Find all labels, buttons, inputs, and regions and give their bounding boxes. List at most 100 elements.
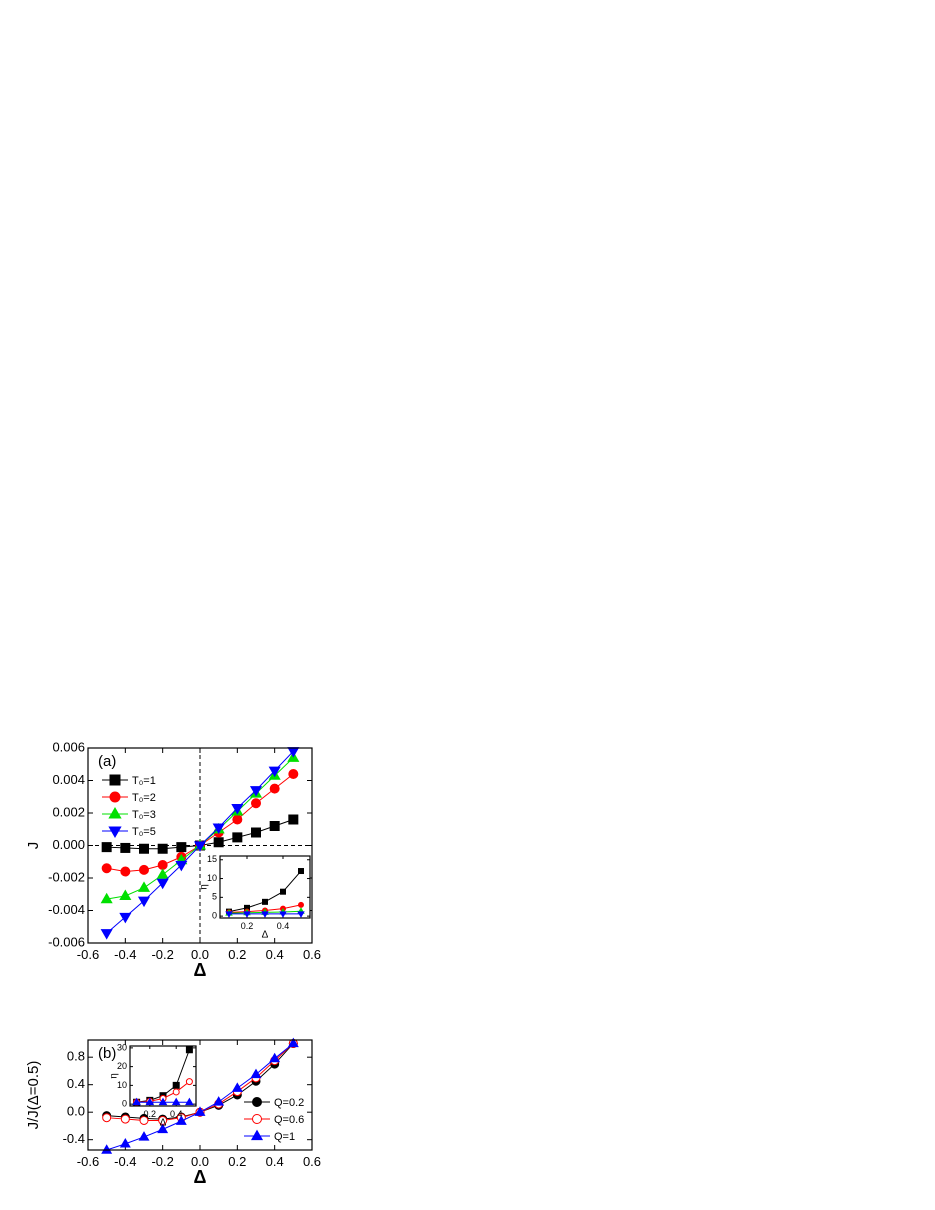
marker (193, 841, 207, 852)
marker (139, 864, 149, 875)
marker (119, 912, 132, 924)
x-tick-label: 0.4 (266, 947, 284, 962)
y-tick-label: 10 (117, 1080, 127, 1090)
y-tick-label: 0.8 (67, 1049, 85, 1064)
x-tick-label: 0.4 (266, 1154, 284, 1169)
axes-frame (87, 747, 313, 944)
marker (109, 791, 121, 803)
legend-label: T₀=3 (132, 809, 156, 821)
marker (109, 774, 121, 786)
x-axis-label: Δ (194, 1167, 207, 1187)
marker (279, 911, 287, 918)
marker (212, 823, 225, 835)
legend-label: T₀=1 (132, 775, 156, 787)
y-tick-label: 0.004 (52, 772, 85, 787)
legend-label: Q=1 (274, 1131, 295, 1143)
x-tick-label: 0.6 (303, 947, 321, 962)
legend-label: T₀=5 (132, 826, 156, 838)
x-axis-label: Δ (262, 930, 269, 941)
marker (251, 827, 261, 838)
y-axis-label: J/J(Δ=0.5) (25, 1061, 42, 1130)
y-tick-label: 0.006 (52, 739, 85, 754)
marker (100, 929, 113, 940)
marker (269, 1052, 281, 1063)
axes-frame (129, 1045, 197, 1107)
x-tick-label: 0.6 (303, 1154, 321, 1169)
marker (288, 814, 299, 825)
y-tick-label: 5 (212, 892, 217, 902)
x-tick-label: 0.0 (191, 947, 209, 962)
marker (252, 1097, 262, 1107)
y-tick-label: -0.4 (63, 1131, 85, 1146)
x-tick-label: 0.4 (170, 1109, 183, 1119)
marker (213, 1096, 225, 1106)
marker (232, 814, 243, 825)
y-tick-label: 0 (212, 910, 217, 920)
x-tick-label: -0.6 (77, 947, 99, 962)
marker (261, 911, 269, 918)
marker (156, 878, 169, 890)
y-tick-label: 30 (117, 1042, 127, 1052)
y-tick-label: -0.002 (48, 869, 85, 884)
axes-frame (87, 1039, 313, 1151)
y-axis-label: J (25, 842, 42, 850)
marker (262, 898, 268, 905)
marker (269, 783, 280, 794)
marker (213, 837, 224, 848)
marker (194, 1106, 206, 1116)
marker (157, 843, 168, 854)
x-tick-label: -0.2 (151, 947, 173, 962)
x-axis-label: Δ (194, 960, 207, 980)
marker (132, 1097, 141, 1106)
marker (120, 1114, 130, 1124)
marker (176, 842, 187, 853)
marker (120, 842, 131, 853)
x-tick-label: -0.4 (114, 947, 136, 962)
marker (175, 1115, 187, 1125)
marker (288, 769, 299, 779)
marker (175, 860, 188, 872)
marker (297, 911, 305, 918)
marker (108, 806, 122, 819)
marker (157, 1123, 169, 1134)
marker (185, 1097, 194, 1106)
marker (172, 1088, 180, 1096)
marker (145, 1097, 155, 1106)
marker (231, 1082, 243, 1092)
marker (287, 1037, 299, 1048)
marker (156, 868, 169, 879)
y-tick-label: 10 (207, 873, 217, 883)
marker (298, 868, 304, 875)
x-tick-label: 0.0 (191, 1154, 209, 1169)
marker (268, 766, 281, 778)
marker (232, 832, 243, 843)
marker (108, 826, 122, 839)
x-axis-label: Δ (160, 1118, 167, 1129)
y-tick-label: 0.000 (52, 837, 85, 852)
marker (158, 1097, 168, 1106)
marker (249, 786, 263, 797)
y-axis-label: η (109, 1073, 120, 1079)
legend-label: Q=0.2 (274, 1097, 304, 1109)
y-tick-label: 0.002 (52, 804, 85, 819)
marker (157, 860, 168, 870)
legend-label: Q=0.6 (274, 1114, 304, 1126)
y-tick-label: -0.004 (48, 902, 85, 917)
x-tick-label: -0.2 (151, 1154, 173, 1169)
marker (139, 1115, 149, 1125)
marker (185, 1078, 193, 1086)
marker (119, 889, 132, 900)
y-tick-label: -0.006 (48, 934, 85, 949)
x-tick-label: -0.4 (114, 1154, 136, 1169)
marker (243, 911, 251, 918)
marker (101, 1144, 113, 1154)
marker (231, 804, 244, 815)
marker (120, 866, 131, 877)
x-tick-label: 0.2 (228, 947, 246, 962)
marker (225, 911, 233, 918)
marker (137, 881, 151, 892)
x-tick-label: 0.2 (241, 921, 254, 931)
marker (119, 1138, 131, 1148)
panel-label: (a) (98, 753, 116, 770)
